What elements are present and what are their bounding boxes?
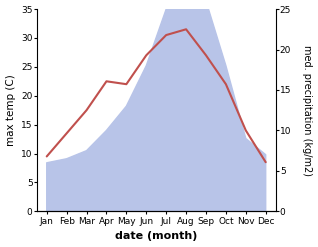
X-axis label: date (month): date (month)	[115, 231, 197, 242]
Y-axis label: med. precipitation (kg/m2): med. precipitation (kg/m2)	[302, 45, 313, 176]
Y-axis label: max temp (C): max temp (C)	[5, 74, 16, 146]
